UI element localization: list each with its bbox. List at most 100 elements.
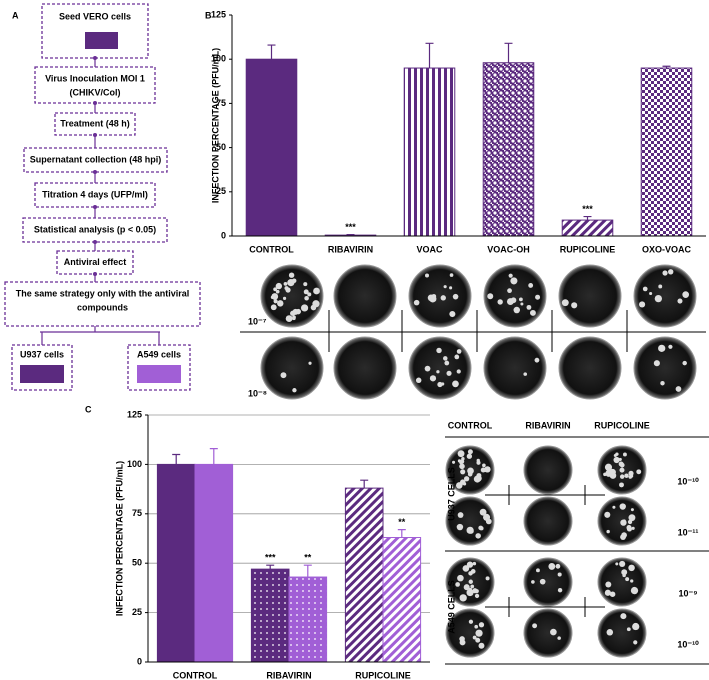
flow-box	[34, 66, 156, 104]
plaque-well	[558, 264, 622, 328]
connector-dot	[93, 101, 97, 105]
plaque	[282, 296, 287, 301]
plaque	[466, 561, 474, 568]
plaque	[275, 289, 280, 294]
y-tick-label: 125	[127, 409, 142, 419]
plaque	[555, 563, 561, 569]
plaque	[449, 286, 453, 290]
plaque	[615, 452, 619, 456]
plaque	[557, 587, 563, 593]
plaque	[474, 624, 479, 629]
plaque	[630, 508, 634, 512]
plaque	[273, 299, 278, 304]
plaque	[313, 287, 320, 295]
plaque	[541, 580, 545, 585]
plaque	[413, 299, 420, 306]
plaque	[653, 360, 660, 367]
plaque	[624, 473, 629, 478]
y-tick-label: 125	[211, 9, 226, 19]
dilution-label: 10⁻⁸	[248, 388, 267, 398]
plaque	[284, 286, 289, 291]
plaque	[633, 640, 638, 645]
cell-line-label: A549 CELLS	[446, 580, 456, 634]
plaque-well	[408, 336, 472, 400]
column-header: CONTROL	[448, 420, 493, 430]
plaque	[485, 576, 490, 581]
plaque	[300, 304, 309, 312]
plaque	[609, 591, 616, 597]
flow-text: Virus Inoculation MOI 1	[45, 73, 145, 83]
plaque	[275, 282, 283, 290]
plaque	[668, 269, 674, 275]
panel-label: B	[205, 10, 212, 20]
plaque	[459, 463, 465, 470]
plaque	[628, 514, 636, 522]
plaque-well	[597, 608, 647, 658]
plaque	[638, 301, 646, 308]
plaque	[460, 469, 466, 475]
plaque	[660, 381, 665, 386]
error-bar	[267, 44, 276, 60]
flow-text: compounds	[77, 302, 128, 312]
dilution-label: 10⁻¹⁰	[677, 476, 699, 486]
plaque	[476, 473, 482, 478]
plaque	[532, 623, 538, 629]
plaque	[531, 580, 535, 584]
plaque	[429, 375, 437, 382]
y-tick-label: 50	[216, 142, 226, 152]
plaque	[619, 482, 624, 488]
plaque	[682, 360, 687, 366]
plaque	[467, 449, 473, 455]
plaque	[441, 382, 445, 386]
error-bar	[662, 65, 671, 69]
x-tick-label: CONTROL	[173, 670, 218, 680]
connector-dot	[93, 205, 97, 209]
bar	[640, 67, 693, 237]
plaque	[436, 347, 442, 354]
error-bar	[346, 233, 355, 236]
plaque	[622, 519, 626, 523]
plaque	[288, 272, 295, 278]
plaque	[273, 287, 278, 292]
y-tick-label: 25	[216, 186, 226, 196]
plaque-well	[483, 336, 547, 400]
plaque	[508, 273, 513, 278]
column-header: RUPICOLINE	[594, 420, 650, 430]
error-bar	[360, 479, 369, 489]
plaque	[619, 503, 626, 510]
plaque	[632, 622, 640, 631]
bar	[156, 463, 196, 663]
significance: **	[398, 517, 406, 527]
plaque-well	[523, 496, 573, 546]
plaque	[479, 508, 487, 516]
plaque	[604, 589, 611, 596]
plaque-well	[260, 264, 324, 328]
plaque	[444, 360, 450, 366]
plaque	[466, 526, 474, 534]
y-tick-label: 50	[132, 558, 142, 568]
plaque	[475, 629, 483, 637]
plaque	[658, 344, 666, 352]
error-bar	[425, 42, 434, 69]
plaque	[446, 370, 452, 376]
plaque	[668, 344, 673, 349]
color-swatch	[137, 365, 181, 383]
plaque	[475, 533, 481, 539]
plaque	[534, 357, 540, 363]
plaque	[462, 482, 467, 486]
plaque	[303, 289, 309, 295]
plaque	[622, 573, 626, 578]
dilution-label: 10⁻⁷	[248, 316, 267, 326]
plaque	[621, 532, 627, 538]
plaque	[605, 581, 612, 588]
y-tick-label: 75	[132, 508, 142, 518]
plaque	[628, 475, 632, 479]
plaque-well	[523, 557, 573, 607]
plaque	[424, 365, 431, 372]
plaque	[529, 309, 536, 316]
flow-text: Treatment (48 h)	[60, 118, 130, 128]
plaque	[550, 628, 557, 636]
plaque	[307, 292, 312, 297]
connector-dot	[93, 272, 97, 276]
plaque	[456, 523, 464, 531]
